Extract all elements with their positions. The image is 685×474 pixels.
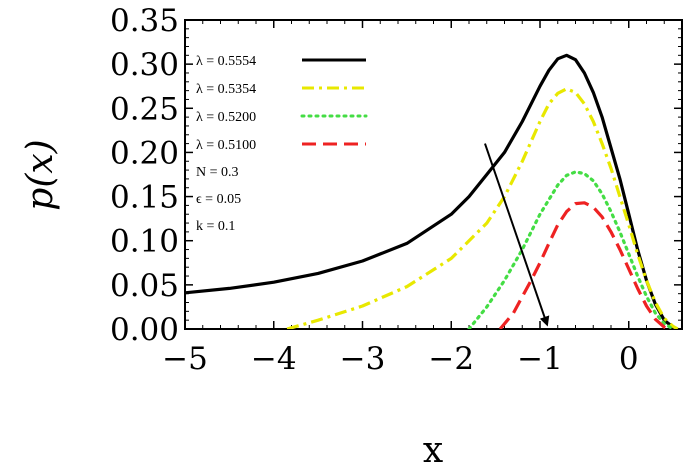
y-axis-ticks: 0.00 0.05 0.10 0.15 0.20 0.25 0.30 0.35: [110, 3, 682, 348]
annotation-2: ϵ = 0.05: [196, 192, 241, 207]
legend-label-3: λ = 0.5200: [196, 110, 256, 125]
legend-label-4: λ = 0.5100: [196, 138, 256, 153]
annotation-3: k = 0.1: [196, 219, 235, 234]
annotation-1: N = 0.3: [196, 165, 239, 180]
series-layer: [185, 53, 679, 329]
y-tick-label: 0.35: [110, 3, 179, 39]
y-tick-label: 0.25: [110, 91, 179, 127]
x-axis-ticks: −5 −4 −3 −2 −1 0: [162, 20, 683, 377]
y-tick-label: 0.20: [110, 135, 179, 171]
series-line-2: [286, 87, 679, 329]
x-tick-label: 0: [619, 341, 639, 377]
x-tick-label: −2: [428, 341, 474, 377]
y-tick-label: 0.30: [110, 47, 179, 83]
x-tick-label: −5: [162, 341, 208, 377]
y-axis-title: p(x): [20, 139, 61, 210]
x-axis-title: x: [423, 430, 443, 471]
series-line-3: [467, 170, 675, 329]
trend-arrow: [484, 143, 550, 327]
x-tick-label: −4: [251, 341, 297, 377]
x-tick-label: −3: [340, 341, 386, 377]
x-tick-label: −1: [517, 341, 563, 377]
series-line-1: [185, 53, 679, 329]
legend: λ = 0.5554 λ = 0.5354 λ = 0.5200 λ = 0.5100: [196, 54, 368, 153]
y-tick-label: 0.10: [110, 224, 179, 260]
y-tick-label: 0.00: [110, 312, 179, 348]
annotations: N = 0.3 ϵ = 0.05 k = 0.1: [196, 165, 241, 234]
series-line-4: [498, 201, 670, 329]
y-tick-label: 0.15: [110, 180, 179, 216]
legend-label-1: λ = 0.5554: [196, 54, 256, 69]
legend-label-2: λ = 0.5354: [196, 82, 256, 97]
y-tick-label: 0.05: [110, 268, 179, 304]
